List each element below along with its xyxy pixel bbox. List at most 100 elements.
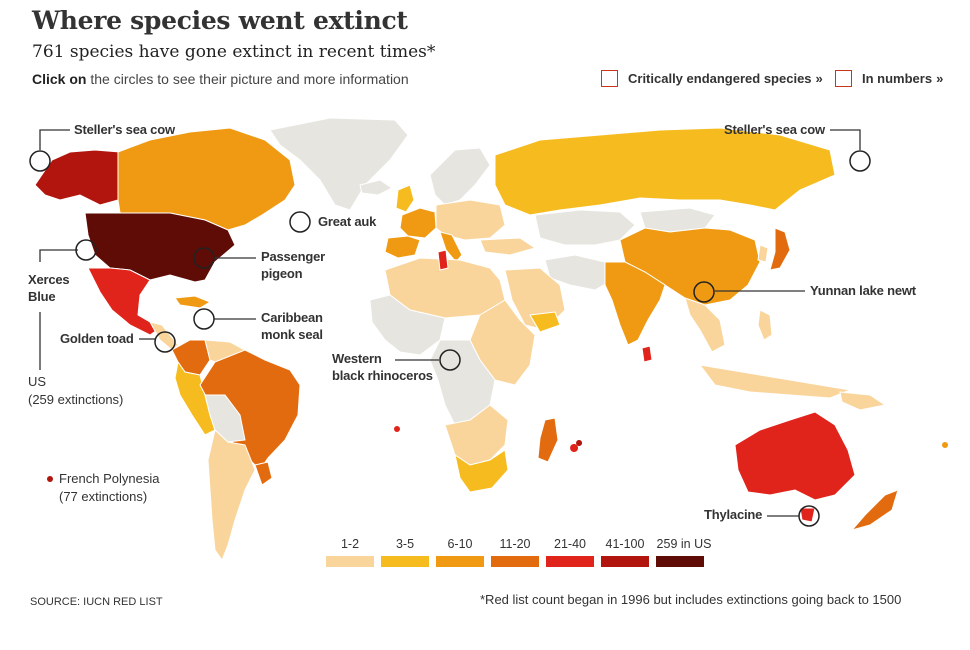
us-note-line2: (259 extinctions) xyxy=(28,392,124,407)
legend-label: 3-5 xyxy=(395,537,415,551)
japan xyxy=(769,227,791,271)
legend-label: 21-40 xyxy=(554,537,586,551)
legend-label: 6-10 xyxy=(447,537,473,551)
steller-east-circle[interactable] xyxy=(849,150,871,172)
label-steller-east[interactable]: Steller's sea cow xyxy=(724,122,825,137)
in-numbers-toggle[interactable]: In numbers » xyxy=(835,70,943,87)
sri-lanka xyxy=(641,345,653,363)
steller-west-circle[interactable] xyxy=(29,150,51,172)
west-africa xyxy=(369,294,446,356)
tasmania xyxy=(799,507,816,523)
label-caribbean-line1: Caribbean xyxy=(261,310,323,325)
atlantic-island xyxy=(394,426,400,432)
source-text: SOURCE: IUCN RED LIST xyxy=(30,596,163,608)
australia xyxy=(734,411,856,501)
uruguay xyxy=(254,461,273,486)
great-auk-circle[interactable] xyxy=(289,211,311,233)
thylacine-circle[interactable] xyxy=(798,505,820,527)
golden-toad-circle[interactable] xyxy=(154,331,176,353)
new-zealand xyxy=(850,489,899,531)
western-black-rhinoceros-circle[interactable] xyxy=(439,349,461,371)
legend-swatch xyxy=(381,556,429,567)
label-passenger-line1: Passenger xyxy=(261,249,325,264)
label-xerces-line1: Xerces xyxy=(28,272,70,287)
india xyxy=(604,261,666,346)
caribbean xyxy=(174,295,212,309)
label-caribbean-monk-seal[interactable]: Caribbean monk seal xyxy=(261,309,323,343)
legend-label: 11-20 xyxy=(499,537,531,551)
central-america xyxy=(149,321,179,351)
critically-endangered-label: Critically endangered species xyxy=(628,71,812,86)
korea xyxy=(757,244,769,263)
chevron-right-icon: » xyxy=(815,71,823,86)
french-polynesia-dot xyxy=(47,476,53,482)
critically-endangered-checkbox[interactable] xyxy=(601,70,618,87)
reunion xyxy=(576,440,583,446)
in-numbers-checkbox[interactable] xyxy=(835,70,852,87)
europe-central xyxy=(435,199,506,241)
label-golden-toad[interactable]: Golden toad xyxy=(60,331,134,346)
caribbean-monk-seal-circle[interactable] xyxy=(193,308,215,330)
label-great-auk[interactable]: Great auk xyxy=(318,214,377,229)
legend-label: 259 in US xyxy=(656,537,712,551)
papua xyxy=(839,391,887,411)
legend-swatch xyxy=(491,556,539,567)
us-note-line1: US xyxy=(28,374,47,389)
leader-steller-west xyxy=(39,129,70,150)
bolivia xyxy=(204,394,246,443)
scandinavia xyxy=(429,147,491,206)
instruction-rest: the circles to see their picture and mor… xyxy=(90,71,409,87)
russia xyxy=(494,127,836,216)
leader-xerces xyxy=(39,249,78,262)
legend-swatch xyxy=(436,556,484,567)
madagascar xyxy=(537,417,559,463)
mauritius xyxy=(570,444,579,452)
fp-note-line1: French Polynesia xyxy=(59,471,160,486)
legend-label: 41-100 xyxy=(605,537,645,551)
legend-label: 1-2 xyxy=(340,537,360,551)
france xyxy=(399,207,437,239)
french-polynesia-note: French Polynesia (77 extinctions) xyxy=(59,470,159,506)
alaska xyxy=(34,149,121,206)
italy xyxy=(439,231,463,263)
label-western-line1: Western xyxy=(332,351,382,366)
pacific-island xyxy=(942,442,948,448)
label-thylacine[interactable]: Thylacine xyxy=(704,507,763,522)
label-passenger-line2: pigeon xyxy=(261,266,303,281)
chevron-right-icon: » xyxy=(936,71,943,86)
leader-steller-east xyxy=(830,129,861,150)
page-title: Where species went extinct xyxy=(32,6,408,35)
iceland xyxy=(359,179,393,196)
label-yunnan-lake-newt[interactable]: Yunnan lake newt xyxy=(810,283,916,298)
legend-swatch xyxy=(326,556,374,567)
turkey xyxy=(479,237,537,256)
yunnan-lake-newt-circle[interactable] xyxy=(693,281,715,303)
us-extinctions-note: US (259 extinctions) xyxy=(28,373,123,409)
label-xerces-line2: Blue xyxy=(28,289,56,304)
critically-endangered-toggle[interactable]: Critically endangered species » xyxy=(601,70,823,87)
south-africa xyxy=(454,449,509,493)
label-western-black-rhinoceros[interactable]: Western black rhinoceros xyxy=(332,350,433,384)
xerces-blue-circle[interactable] xyxy=(75,239,97,261)
tunisia xyxy=(437,249,449,271)
argentina xyxy=(207,429,256,562)
label-xerces-blue[interactable]: Xerces Blue xyxy=(28,271,70,305)
label-steller-west[interactable]: Steller's sea cow xyxy=(74,122,175,137)
footnote-text: *Red list count began in 1996 but includ… xyxy=(480,592,902,607)
label-passenger-pigeon[interactable]: Passenger pigeon xyxy=(261,248,325,282)
greenland xyxy=(269,117,409,211)
legend-swatch xyxy=(546,556,594,567)
page-subtitle: 761 species have gone extinct in recent … xyxy=(32,42,436,62)
uk xyxy=(395,184,415,213)
in-numbers-label: In numbers xyxy=(862,71,933,86)
label-western-line2: black rhinoceros xyxy=(332,368,433,383)
label-caribbean-line2: monk seal xyxy=(261,327,323,342)
spain xyxy=(384,235,421,259)
indonesia xyxy=(698,364,852,399)
yemen xyxy=(529,311,561,333)
philippines xyxy=(757,309,773,341)
legend-swatch xyxy=(656,556,704,567)
legend-swatch xyxy=(601,556,649,567)
passenger-pigeon-circle[interactable] xyxy=(193,247,215,269)
